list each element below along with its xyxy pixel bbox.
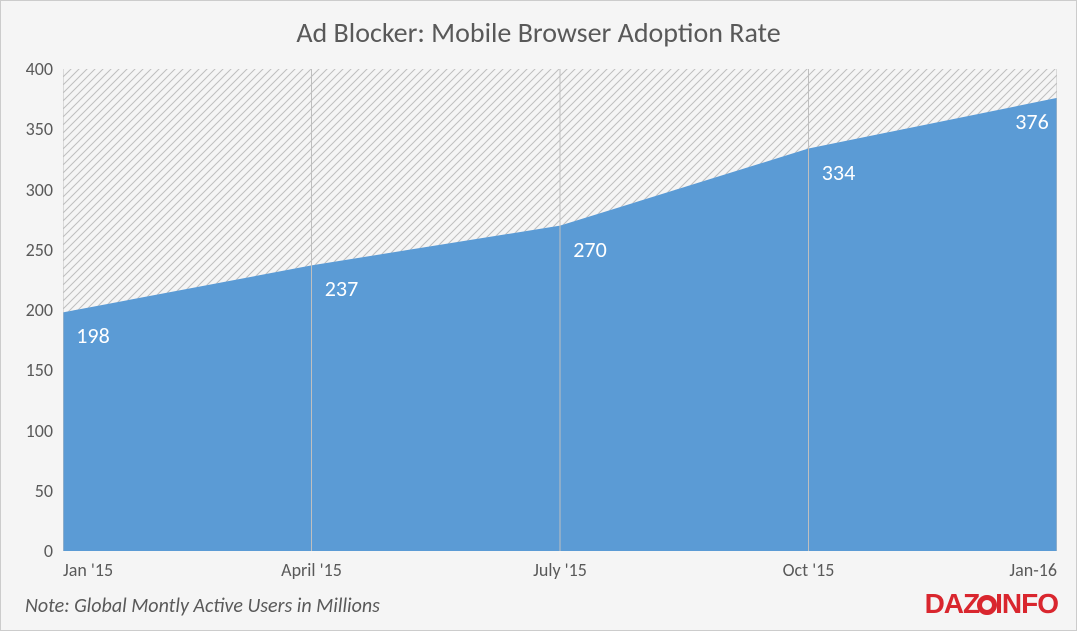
- logo-suffix: INFO: [995, 588, 1058, 619]
- data-label: 198: [76, 322, 109, 349]
- plot-area: 050100150200250300350400Jan '15April '15…: [63, 69, 1057, 551]
- x-tick-label: July '15: [533, 551, 587, 581]
- data-label: 237: [325, 275, 358, 302]
- y-tick-label: 0: [44, 540, 63, 562]
- x-tick-label: Jan '15: [63, 551, 113, 581]
- brand-logo: DAZ INFO: [925, 588, 1058, 620]
- chart-note: Note: Global Montly Active Users in Mill…: [25, 594, 380, 618]
- y-tick-label: 150: [26, 359, 63, 381]
- y-tick-label: 350: [26, 118, 63, 140]
- data-label: 376: [1015, 108, 1048, 135]
- y-tick-label: 300: [26, 179, 63, 201]
- x-tick-label: April '15: [281, 551, 342, 581]
- y-tick-label: 50: [35, 480, 63, 502]
- data-label: 270: [573, 236, 606, 263]
- x-tick-label: Jan-16: [1009, 551, 1057, 581]
- y-tick-label: 250: [26, 239, 63, 261]
- y-tick-label: 200: [26, 299, 63, 321]
- chart-svg: [63, 69, 1057, 551]
- y-tick-label: 100: [26, 420, 63, 442]
- logo-prefix: DAZ: [925, 588, 980, 619]
- y-tick-label: 400: [26, 58, 63, 80]
- chart-container: Ad Blocker: Mobile Browser Adoption Rate…: [1, 1, 1076, 630]
- chart-title: Ad Blocker: Mobile Browser Adoption Rate: [1, 15, 1076, 50]
- x-tick-label: Oct '15: [783, 551, 835, 581]
- data-label: 334: [822, 159, 855, 186]
